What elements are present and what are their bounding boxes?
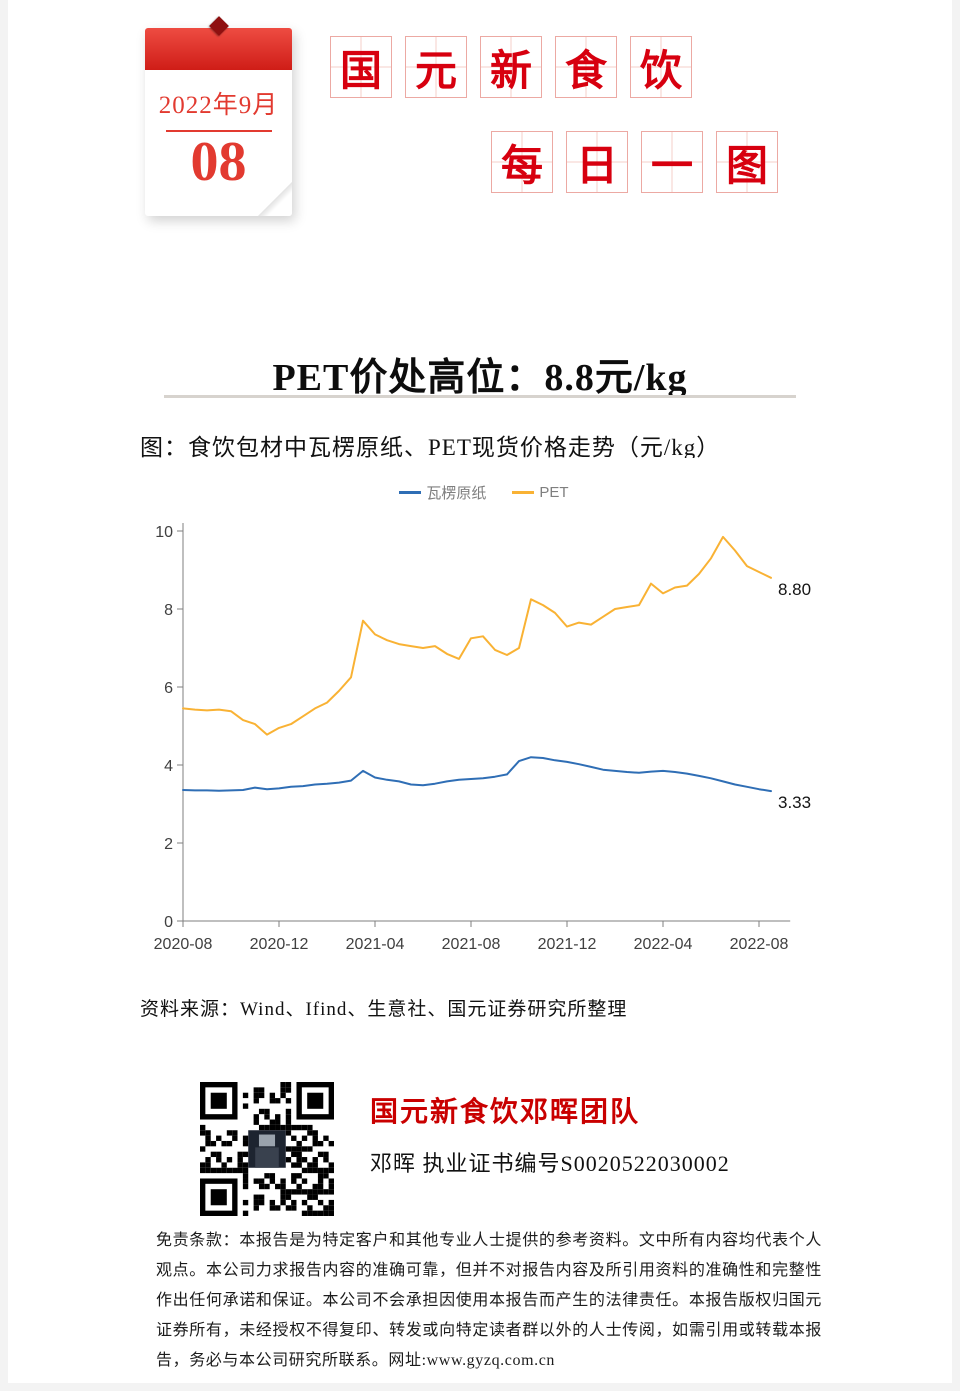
stamp-char: 图 [716, 131, 778, 193]
svg-text:2021-08: 2021-08 [442, 936, 501, 953]
svg-text:2020-08: 2020-08 [154, 936, 213, 953]
qr-code [200, 1082, 334, 1216]
chart-title: 图：食饮包材中瓦楞原纸、PET现货价格走势（元/kg） [140, 435, 721, 460]
chart-legend: 瓦楞原纸 PET [145, 458, 823, 503]
source-note: 资料来源：Wind、Ifind、生意社、国元证券研究所整理 [140, 999, 628, 1020]
chart-panel: 瓦楞原纸 PET 0 2 4 6 8 10 2020-08 2020-12 2021-04 202… [145, 458, 823, 988]
brand-stamp-row-1: 国 元 新 食 饮 [330, 36, 692, 98]
disclaimer-text: 免责条款：本报告是为特定客户和其他专业人士提供的参考资料。文中所有内容均代表个人… [156, 1232, 822, 1370]
svg-text:2021-12: 2021-12 [538, 936, 597, 953]
page: 2022年9月 08 国 元 新 食 饮 每 日 一 图 PET价处高位：8.8… [8, 0, 952, 1383]
headline-divider [164, 395, 796, 398]
stamp-char: 国 [330, 36, 392, 98]
stamp-char: 饮 [630, 36, 692, 98]
team-title: 国元新食饮邓晖团队 [370, 1097, 641, 1128]
calendar-month-label: 2022年9月 [158, 92, 279, 119]
svg-text:2: 2 [164, 836, 173, 853]
legend-swatch-blue [399, 491, 422, 494]
calendar-divider [165, 130, 272, 132]
stamp-char: 新 [480, 36, 542, 98]
calendar-card: 2022年9月 08 [145, 16, 292, 216]
stamp-char: 一 [641, 131, 703, 193]
legend-label: 瓦楞原纸 [426, 485, 487, 502]
page-title: PET价处高位：8.8元/kg [272, 357, 688, 399]
svg-text:0: 0 [164, 914, 173, 931]
calendar-day-number: 08 [190, 131, 247, 193]
stamp-char: 元 [405, 36, 467, 98]
svg-text:2021-04: 2021-04 [346, 936, 405, 953]
stamp-char: 每 [491, 131, 553, 193]
legend-item: PET [512, 484, 569, 501]
price-line-chart: 0 2 4 6 8 10 2020-08 2020-12 2021-04 2021-08 2021-… [154, 523, 811, 953]
svg-text:10: 10 [155, 524, 173, 541]
svg-text:6: 6 [164, 680, 173, 697]
stamp-char: 日 [566, 131, 628, 193]
legend-label: PET [539, 484, 569, 501]
svg-text:2022-04: 2022-04 [634, 936, 693, 953]
legend-item: 瓦楞原纸 [399, 482, 486, 503]
svg-text:2022-08: 2022-08 [730, 936, 789, 953]
svg-text:8: 8 [164, 602, 173, 619]
svg-text:2020-12: 2020-12 [250, 936, 309, 953]
analyst-credential: 邓晖 执业证书编号S0020522030002 [370, 1151, 730, 1176]
svg-text:3.33: 3.33 [778, 793, 811, 812]
svg-text:4: 4 [164, 758, 173, 775]
svg-text:8.80: 8.80 [778, 580, 811, 599]
legend-swatch-yellow [512, 491, 535, 494]
stamp-char: 食 [555, 36, 617, 98]
brand-stamp-row-2: 每 日 一 图 [491, 131, 778, 193]
